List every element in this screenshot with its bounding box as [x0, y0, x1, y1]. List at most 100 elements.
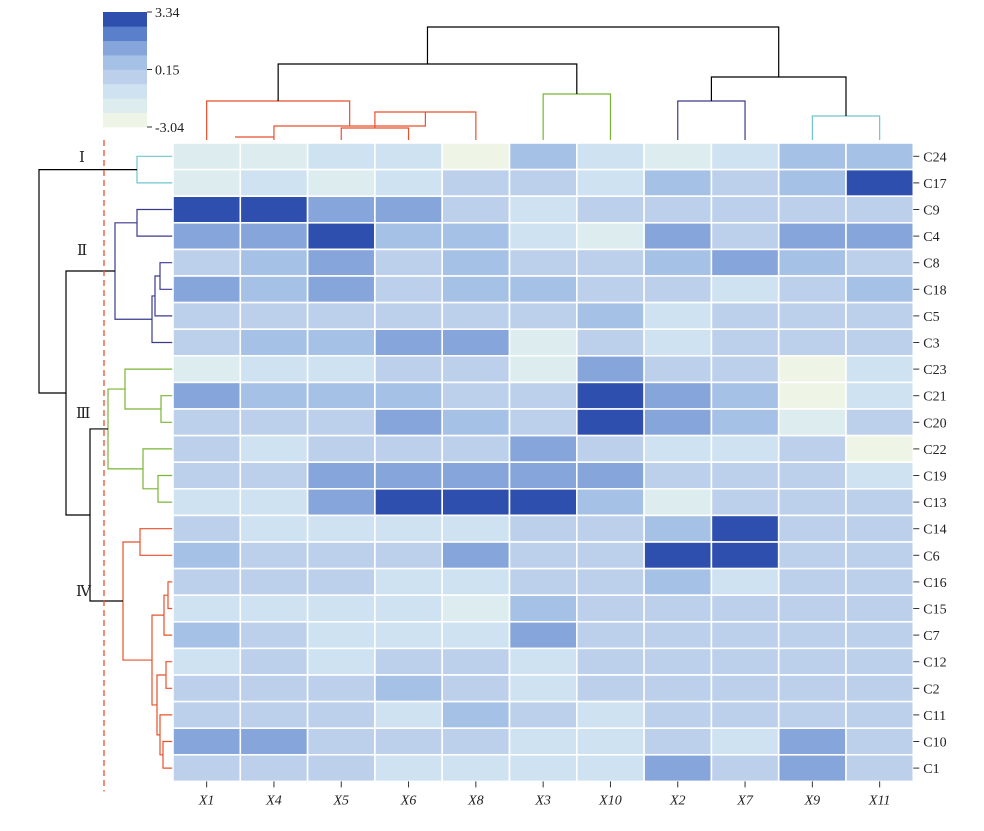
heatmap-cell	[239, 434, 309, 464]
colorbar-segment	[103, 40, 147, 56]
heatmap-cell	[710, 248, 780, 277]
heatmap-cell	[845, 275, 915, 304]
column-label: X7	[736, 793, 754, 808]
heatmap-cell	[508, 354, 578, 384]
heatmap-cell	[508, 168, 578, 198]
heatmap-cell	[306, 328, 376, 357]
colorbar-tick-label: 3.34	[155, 6, 180, 21]
heatmap-cell	[777, 541, 847, 570]
colorbar-segment	[103, 112, 147, 128]
heatmap-cell	[777, 700, 847, 729]
heatmap-cell	[575, 700, 645, 729]
heatmap-cell	[441, 222, 511, 251]
heatmap-cell	[777, 275, 847, 304]
heatmap-cell	[710, 647, 780, 676]
heatmap-cell	[710, 301, 780, 331]
heatmap-cell	[508, 753, 578, 783]
column-label: X2	[669, 793, 686, 808]
heatmap-cell	[441, 594, 511, 623]
colorbar-segment	[103, 12, 147, 27]
dendrogram-branch	[124, 368, 173, 410]
heatmap-cell	[575, 142, 645, 171]
heatmap-cell	[239, 328, 309, 357]
heatmap-cell	[441, 461, 511, 490]
heatmap-cell	[172, 222, 242, 251]
heatmap-cell	[172, 408, 242, 437]
heatmap-cell	[845, 594, 915, 623]
dendrogram-branch	[165, 661, 173, 689]
heatmap-cell	[643, 222, 713, 251]
heatmap-cell	[374, 354, 443, 384]
heatmap-cell	[374, 461, 443, 490]
row-label: C11	[923, 709, 946, 724]
heatmap-cell	[845, 567, 915, 596]
heatmap-cell	[374, 275, 443, 304]
colorbar-segment	[103, 83, 147, 99]
heatmap-cell	[239, 487, 309, 517]
row-label: C22	[923, 443, 946, 458]
heatmap-cell	[508, 541, 578, 570]
heatmap-cell	[172, 727, 242, 756]
heatmap-cell	[710, 487, 780, 517]
heatmap-cell	[575, 408, 645, 437]
row-label: C18	[923, 283, 946, 298]
heatmap-cell	[172, 275, 242, 304]
heatmap-cell	[374, 674, 443, 703]
heatmap-cell	[374, 222, 443, 251]
heatmap-cell	[777, 620, 847, 650]
heatmap-cell	[374, 142, 443, 171]
heatmap-cell	[643, 195, 713, 224]
heatmap-cell	[643, 328, 713, 357]
heatmap-cell	[777, 301, 847, 331]
heatmap-cell	[508, 594, 578, 623]
heatmap-cell	[441, 354, 511, 384]
heatmap-cell	[710, 354, 780, 384]
colorbar-segment	[103, 26, 147, 42]
heatmap-cell	[777, 461, 847, 490]
heatmap-cell	[845, 434, 915, 464]
dendrogram-branch	[114, 222, 152, 320]
column-label: X5	[332, 793, 349, 808]
heatmap-cell	[441, 275, 511, 304]
heatmap-cell	[508, 514, 578, 543]
heatmap-cell	[710, 195, 780, 224]
heatmap-cell	[374, 647, 443, 676]
heatmap-cell	[643, 567, 713, 596]
heatmap-cell	[374, 195, 443, 224]
heatmap-cell	[239, 381, 309, 410]
heatmap-cell	[710, 142, 780, 171]
heatmap-cell	[374, 248, 443, 277]
heatmap-cell	[306, 514, 376, 543]
heatmap-cell	[845, 354, 915, 384]
heatmap-cell	[172, 434, 242, 464]
colorbar-tick-label: -3.04	[155, 121, 184, 136]
colorbar-segment	[103, 98, 147, 113]
row-label: C2	[923, 682, 939, 697]
cluster-label: Ⅱ	[77, 243, 87, 259]
heatmap-cell	[172, 541, 242, 570]
heatmap-cell	[306, 248, 376, 277]
heatmap-cell	[508, 487, 578, 517]
heatmap-cell	[239, 248, 309, 277]
heatmap-cell	[239, 461, 309, 490]
row-label: C14	[923, 523, 946, 538]
row-label: C17	[923, 177, 946, 192]
heatmap-cell	[172, 248, 242, 277]
heatmap-cell	[508, 700, 578, 729]
heatmap-cell	[172, 753, 242, 783]
dendrogram-branch	[156, 674, 166, 736]
heatmap-cell	[643, 275, 713, 304]
heatmap-cell	[374, 567, 443, 596]
heatmap-cell	[777, 727, 847, 756]
heatmap-cell	[777, 248, 847, 277]
heatmap-cell	[845, 541, 915, 570]
row-label: C13	[923, 496, 946, 511]
heatmap-cell	[306, 222, 376, 251]
heatmap-cell	[306, 753, 376, 783]
dendrogram-branch	[38, 169, 137, 394]
column-label: X8	[467, 793, 484, 808]
heatmap-cell	[575, 434, 645, 464]
heatmap-cell	[374, 434, 443, 464]
dendrogram-branch	[159, 262, 173, 290]
heatmap-cell	[575, 248, 645, 277]
